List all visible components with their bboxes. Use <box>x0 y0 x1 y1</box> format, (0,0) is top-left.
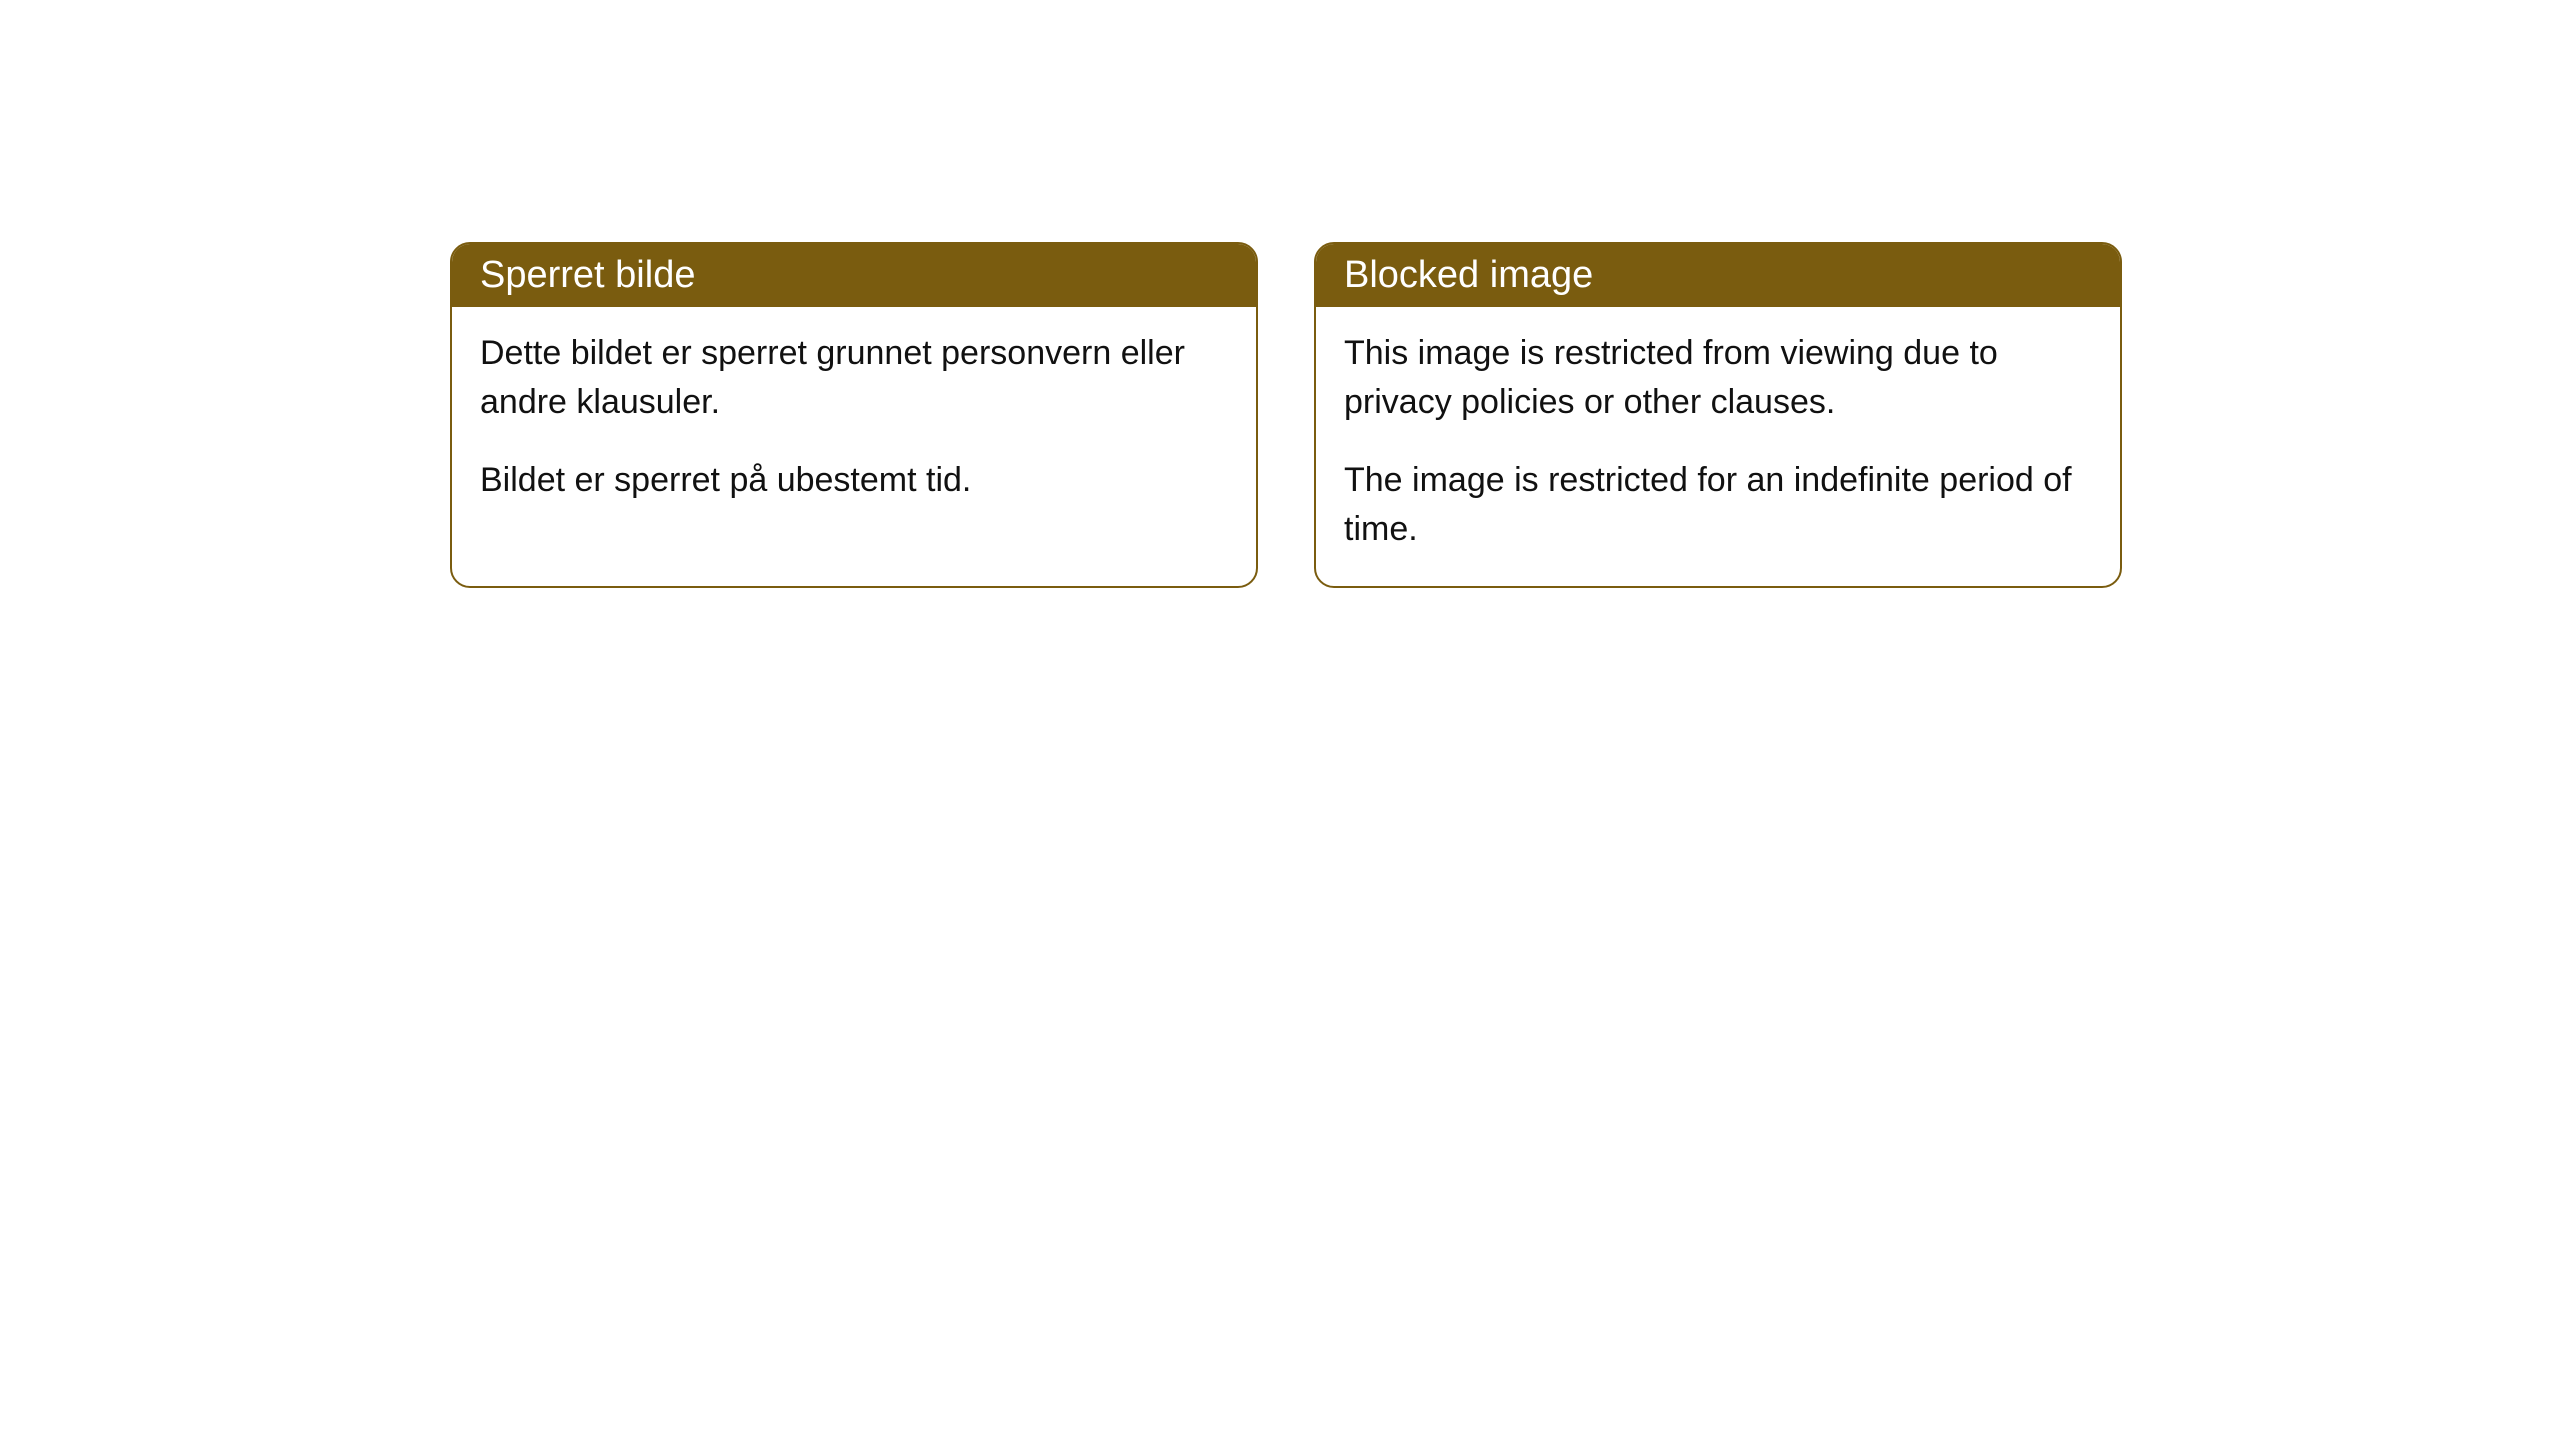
card-paragraph: Dette bildet er sperret grunnet personve… <box>480 329 1228 428</box>
card-paragraph: Bildet er sperret på ubestemt tid. <box>480 456 1228 505</box>
card-header: Sperret bilde <box>452 244 1256 307</box>
card-body: This image is restricted from viewing du… <box>1316 307 2120 586</box>
card-title: Sperret bilde <box>480 254 695 296</box>
card-paragraph: This image is restricted from viewing du… <box>1344 329 2092 428</box>
blocked-image-card-norwegian: Sperret bilde Dette bildet er sperret gr… <box>450 242 1258 588</box>
card-header: Blocked image <box>1316 244 2120 307</box>
card-paragraph: The image is restricted for an indefinit… <box>1344 456 2092 555</box>
card-body: Dette bildet er sperret grunnet personve… <box>452 307 1256 537</box>
card-title: Blocked image <box>1344 254 1593 296</box>
notice-cards-container: Sperret bilde Dette bildet er sperret gr… <box>0 0 2560 588</box>
blocked-image-card-english: Blocked image This image is restricted f… <box>1314 242 2122 588</box>
